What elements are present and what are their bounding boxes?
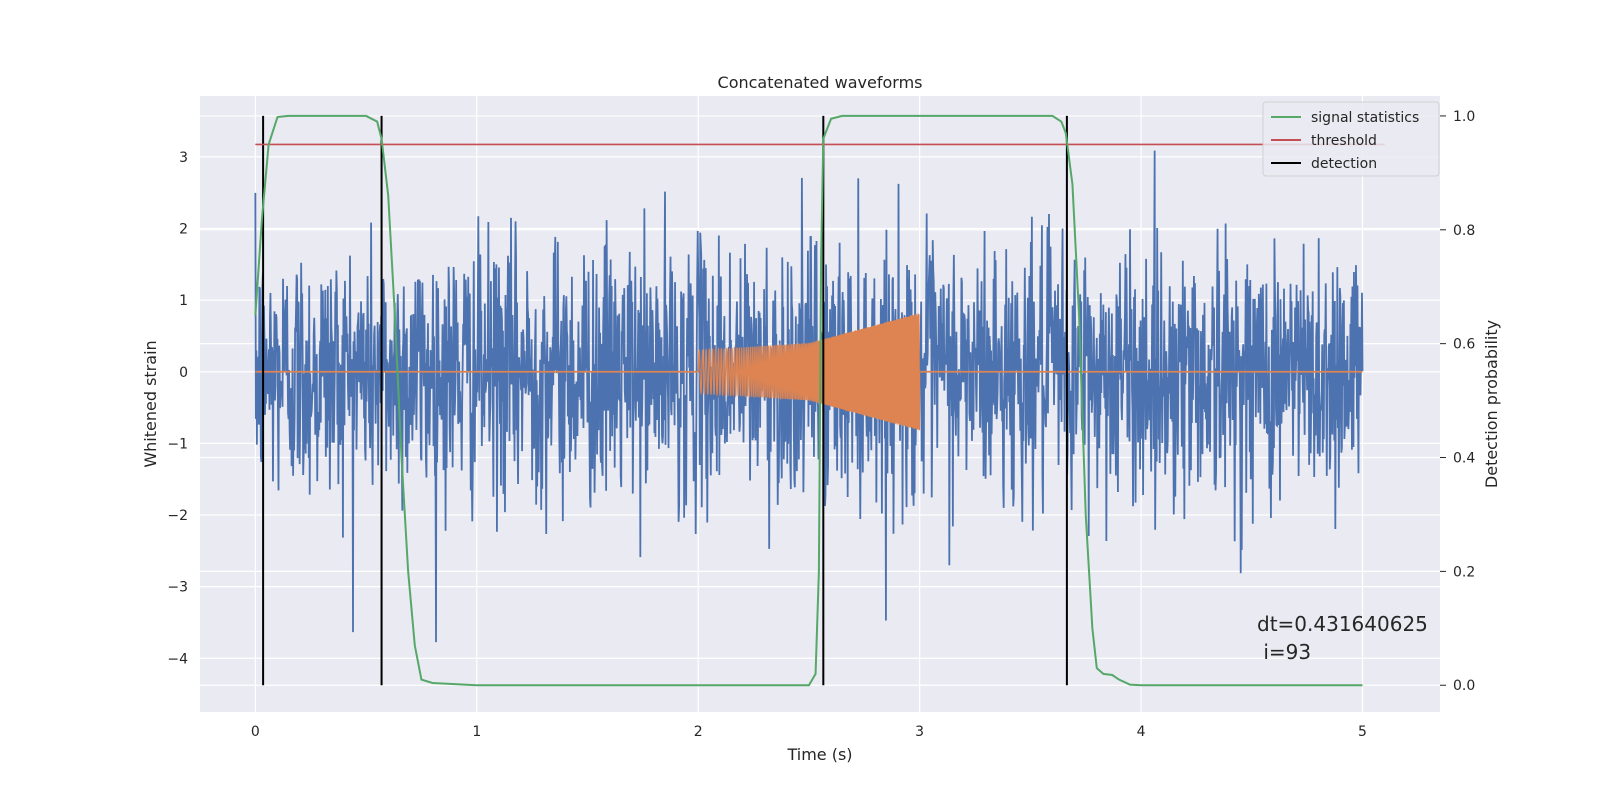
y-tick-label: −3 xyxy=(167,580,188,596)
y2-tick-label: 0.2 xyxy=(1453,564,1475,580)
y2-tick-label: 1.0 xyxy=(1453,109,1475,125)
x-tick-label: 5 xyxy=(1358,724,1367,740)
legend-label-detection: detection xyxy=(1311,156,1377,172)
x-axis-ticks: 0 1 2 3 4 5 xyxy=(251,724,1367,740)
detection-lines xyxy=(262,115,1068,686)
chart-title: Concatenated waveforms xyxy=(718,73,923,92)
y-tick-label: −1 xyxy=(167,436,188,452)
legend: signal statistics threshold detection xyxy=(1262,101,1440,177)
y2-axis-ticks: 0.0 0.2 0.4 0.6 0.8 1.0 xyxy=(1440,109,1475,694)
y-tick-label: 3 xyxy=(179,150,188,166)
legend-label-statistics: signal statistics xyxy=(1311,110,1419,126)
statistics-series-line xyxy=(254,114,1363,687)
y-tick-label: −4 xyxy=(167,651,188,667)
signal-series-line xyxy=(697,313,921,431)
legend-label-threshold: threshold xyxy=(1311,133,1377,149)
noise-series-line xyxy=(254,150,1364,643)
y2-tick-label: 0.0 xyxy=(1453,678,1475,694)
y-axis-ticks: −4 −3 −2 −1 0 1 2 3 xyxy=(167,150,188,667)
y-axis-label: Whitened strain xyxy=(141,340,160,467)
x-axis-label: Time (s) xyxy=(786,745,852,764)
y-tick-label: 1 xyxy=(179,293,188,309)
x-tick-label: 4 xyxy=(1137,724,1146,740)
y-tick-label: −2 xyxy=(167,508,188,524)
legend-box xyxy=(1262,101,1440,177)
y2-tick-label: 0.8 xyxy=(1453,223,1475,239)
y2-axis-label: Detection probability xyxy=(1482,320,1501,488)
y-tick-label: 0 xyxy=(179,365,188,381)
y2-tick-label: 0.4 xyxy=(1453,451,1475,467)
annotation-dt: dt=0.431640625 xyxy=(1257,612,1428,636)
y2-tick-label: 0.6 xyxy=(1453,337,1475,353)
x-tick-label: 1 xyxy=(472,724,481,740)
x-tick-label: 3 xyxy=(915,724,924,740)
x-tick-label: 0 xyxy=(251,724,260,740)
x-tick-label: 2 xyxy=(694,724,703,740)
y-tick-label: 2 xyxy=(179,222,188,238)
annotation-i: i=93 xyxy=(1257,640,1311,664)
